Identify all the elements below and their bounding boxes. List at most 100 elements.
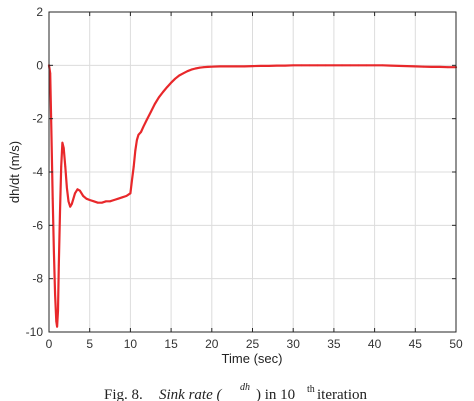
data-point [131,179,133,181]
data-point [267,65,270,67]
data-point [85,197,88,200]
x-tick-label: 15 [164,337,178,351]
data-point [333,64,335,67]
y-tick-label: -8 [32,272,43,286]
data-point [59,211,61,213]
data-point [50,131,53,133]
y-tick-label: -10 [26,325,44,339]
data-point [300,64,303,67]
caption-text-a: Sink rate ( [159,387,222,401]
data-point [243,65,246,68]
x-tick-label: 35 [327,337,341,351]
data-point [79,189,81,192]
data-point [206,66,209,68]
data-point [381,64,384,67]
data-point [72,197,75,200]
data-point [292,64,295,67]
data-point [132,165,135,168]
data-point [101,201,103,204]
data-point [166,86,168,89]
data-point [182,72,185,75]
data-point [153,103,156,105]
data-point [198,66,201,69]
data-point [190,68,193,71]
data-point [251,65,254,67]
data-point [105,200,107,203]
x-tick-label: 20 [205,337,219,351]
y-axis-title: dh/dt (m/s) [7,141,22,203]
x-tick-label: 40 [368,337,382,351]
data-point [125,195,128,197]
data-point [210,65,213,68]
data-point [134,149,137,152]
data-point [145,119,148,121]
data-point [341,64,343,67]
data-point [57,264,60,267]
data-point [54,293,56,296]
data-point [67,200,70,203]
x-tick-label: 0 [46,337,53,351]
y-tick-label: 0 [36,58,43,72]
data-point [49,72,52,75]
data-point [117,197,120,200]
caption-text-b: ) in 10 [256,387,295,401]
data-point [82,195,85,197]
data-point [276,64,278,67]
data-point [373,64,376,67]
data-point [158,96,160,99]
x-tick-label: 30 [287,337,301,351]
data-point [121,196,124,199]
data-point [60,165,63,168]
x-axis-title: Time (sec) [222,351,283,366]
data-point [149,111,152,113]
data-point [53,251,55,253]
data-point [194,67,197,70]
data-point [235,65,238,68]
data-point [62,147,65,149]
x-tick-label: 5 [86,337,93,351]
data-point [447,66,449,69]
data-point [66,187,68,189]
data-point [414,65,417,68]
data-point [308,64,311,67]
data-point [357,64,360,67]
data-point [140,131,142,133]
caption-superscript: th [307,384,315,395]
data-point [136,139,138,141]
data-point [129,192,132,195]
data-point [438,66,441,68]
data-point [406,65,409,67]
data-point [324,64,327,67]
data-point [142,125,145,128]
data-point [57,309,59,312]
data-point [113,199,115,201]
data-point [55,320,58,323]
data-point [56,325,58,328]
y-tick-label: -4 [32,165,43,179]
data-point [174,77,177,80]
x-tick-label: 45 [409,337,423,351]
data-point [88,199,91,201]
data-point [365,64,368,67]
data-point [109,200,111,203]
data-point [170,81,173,84]
data-point [96,201,99,204]
y-tick-label: 2 [36,5,43,19]
data-point [202,66,205,69]
data-point [70,203,73,205]
data-point [284,64,286,67]
data-point [162,91,164,93]
data-point [137,133,140,136]
data-point [349,64,352,67]
data-point [61,141,64,144]
series-line [47,64,458,328]
caption-text-c: iteration [317,387,367,401]
data-point [76,188,79,191]
data-point [219,65,221,68]
caption-prefix: Fig. 8. [104,387,143,401]
data-point [178,74,181,77]
x-tick-label: 50 [449,337,463,351]
data-point [316,64,319,67]
